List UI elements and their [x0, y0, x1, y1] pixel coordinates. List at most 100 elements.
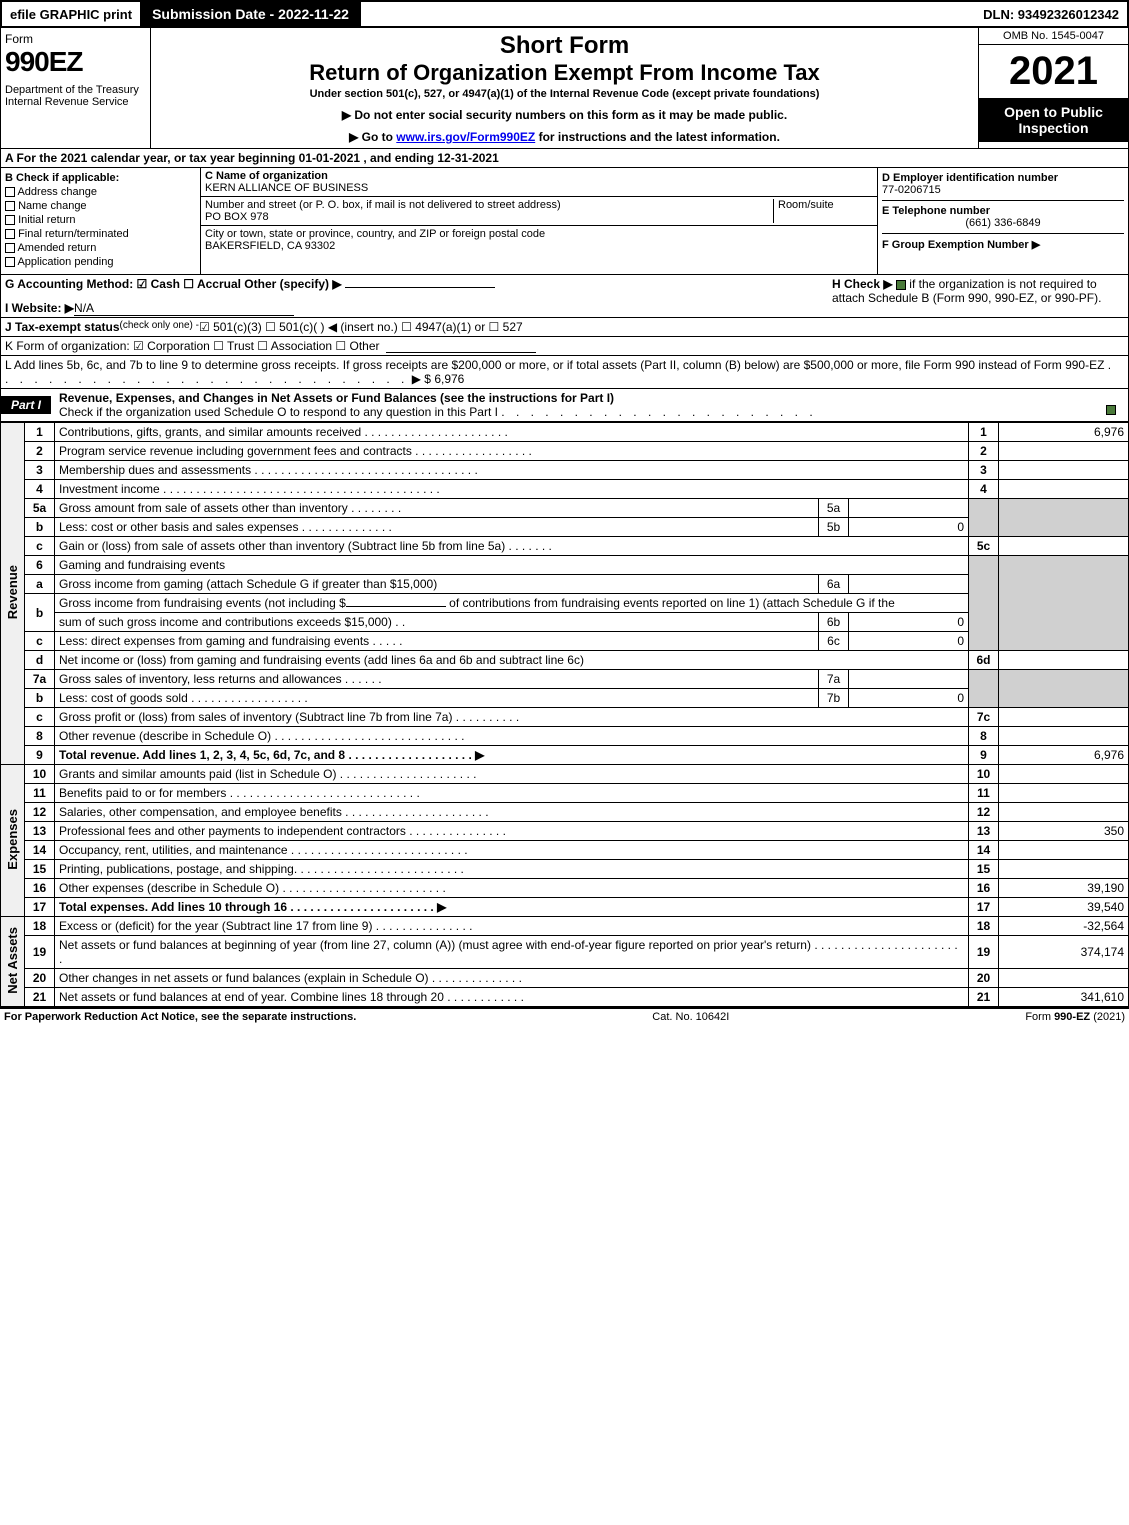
table-row: 2Program service revenue including gover… — [1, 442, 1129, 461]
cb-pending[interactable] — [5, 257, 15, 267]
table-row: cGain or (loss) from sale of assets othe… — [1, 537, 1129, 556]
table-row: aGross income from gaming (attach Schedu… — [1, 575, 1129, 594]
org-street: PO BOX 978 — [205, 211, 269, 223]
table-row: Net Assets 18Excess or (deficit) for the… — [1, 917, 1129, 936]
table-row: 17Total expenses. Add lines 10 through 1… — [1, 898, 1129, 917]
table-row: Revenue 1 Contributions, gifts, grants, … — [1, 423, 1129, 442]
open-public-badge: Open to Public Inspection — [979, 98, 1128, 142]
part1-header: Part I Revenue, Expenses, and Changes in… — [0, 389, 1129, 422]
top-bar: efile GRAPHIC print Submission Date - 20… — [0, 0, 1129, 28]
k-text: K Form of organization: ☑ Corporation ☐ … — [5, 339, 380, 353]
section-def: D Employer identification number 77-0206… — [878, 168, 1128, 274]
part1-subtitle: Check if the organization used Schedule … — [59, 405, 498, 419]
table-row: 14Occupancy, rent, utilities, and mainte… — [1, 841, 1129, 860]
l-arrow: ▶ $ — [412, 372, 431, 386]
cb-amended[interactable] — [5, 243, 15, 253]
j-opts: ☑ 501(c)(3) ☐ 501(c)( ) ◀ (insert no.) ☐… — [199, 320, 523, 334]
j-sub: (check only one) - — [120, 320, 199, 334]
b-label: B Check if applicable: — [5, 172, 119, 184]
c-city-label: City or town, state or province, country… — [205, 228, 545, 240]
table-row: 12Salaries, other compensation, and empl… — [1, 803, 1129, 822]
dln: DLN: 93492326012342 — [975, 5, 1127, 24]
entity-block: B Check if applicable: Address change Na… — [0, 168, 1129, 275]
form-number: 990EZ — [5, 46, 146, 78]
irs-link[interactable]: www.irs.gov/Form990EZ — [396, 130, 535, 144]
e-label: E Telephone number — [882, 205, 990, 217]
table-row: 19Net assets or fund balances at beginni… — [1, 936, 1129, 969]
cb-h[interactable] — [896, 280, 906, 290]
table-row: bGross income from fundraising events (n… — [1, 594, 1129, 613]
revenue-label: Revenue — [5, 565, 20, 619]
row-a: A For the 2021 calendar year, or tax yea… — [0, 149, 1129, 168]
main-title: Return of Organization Exempt From Incom… — [155, 60, 974, 86]
part1-title: Revenue, Expenses, and Changes in Net As… — [59, 391, 614, 405]
website: N/A — [74, 301, 294, 316]
l-prefix: L Add lines 5b, 6c, and 7b to line 9 to … — [5, 358, 1108, 372]
table-row: cLess: direct expenses from gaming and f… — [1, 632, 1129, 651]
subtitle: Under section 501(c), 527, or 4947(a)(1)… — [155, 88, 974, 100]
table-row: 9Total revenue. Add lines 1, 2, 3, 4, 5c… — [1, 746, 1129, 765]
form-label: Form — [5, 32, 146, 46]
section-b: B Check if applicable: Address change Na… — [1, 168, 201, 274]
h-label: H Check ▶ — [832, 277, 893, 291]
phone: (661) 336-6849 — [882, 217, 1124, 229]
header-mid: Short Form Return of Organization Exempt… — [151, 28, 978, 148]
row-k: K Form of organization: ☑ Corporation ☐ … — [0, 337, 1129, 356]
netassets-label: Net Assets — [5, 927, 20, 994]
dept-label: Department of the Treasury Internal Reve… — [5, 84, 146, 108]
table-row: Expenses 10Grants and similar amounts pa… — [1, 765, 1129, 784]
j-prefix: J Tax-exempt status — [5, 320, 120, 334]
note1: ▶ Do not enter social security numbers o… — [155, 108, 974, 122]
table-row: 8Other revenue (describe in Schedule O) … — [1, 727, 1129, 746]
table-row: 7aGross sales of inventory, less returns… — [1, 670, 1129, 689]
part1-label: Part I — [1, 396, 51, 414]
f-label: F Group Exemption Number ▶ — [882, 239, 1040, 251]
d-label: D Employer identification number — [882, 172, 1058, 184]
section-c: C Name of organization KERN ALLIANCE OF … — [201, 168, 878, 274]
row-j: J Tax-exempt status (check only one) - ☑… — [0, 318, 1129, 337]
cb-name[interactable] — [5, 201, 15, 211]
note2-prefix: ▶ Go to — [349, 130, 396, 144]
g-text: G Accounting Method: ☑ Cash ☐ Accrual Ot… — [5, 277, 342, 291]
main-table: Revenue 1 Contributions, gifts, grants, … — [0, 422, 1129, 1007]
c-street-label: Number and street (or P. O. box, if mail… — [205, 199, 561, 211]
table-row: 20Other changes in net assets or fund ba… — [1, 969, 1129, 988]
table-row: 11Benefits paid to or for members . . . … — [1, 784, 1129, 803]
expenses-label: Expenses — [5, 809, 20, 870]
ein: 77-0206715 — [882, 184, 941, 196]
submission-date: Submission Date - 2022-11-22 — [140, 2, 361, 26]
i-label: I Website: ▶ — [5, 301, 74, 315]
table-row: 6Gaming and fundraising events — [1, 556, 1129, 575]
row-gh: G Accounting Method: ☑ Cash ☐ Accrual Ot… — [0, 275, 1129, 318]
table-row: sum of such gross income and contributio… — [1, 613, 1129, 632]
short-form-title: Short Form — [155, 32, 974, 60]
cb-initial[interactable] — [5, 215, 15, 225]
note2: ▶ Go to www.irs.gov/Form990EZ for instru… — [155, 130, 974, 144]
table-row: dNet income or (loss) from gaming and fu… — [1, 651, 1129, 670]
cb-address[interactable] — [5, 187, 15, 197]
footer-left: For Paperwork Reduction Act Notice, see … — [4, 1011, 356, 1023]
footer-mid: Cat. No. 10642I — [652, 1011, 729, 1023]
cb-final[interactable] — [5, 229, 15, 239]
table-row: 4Investment income . . . . . . . . . . .… — [1, 480, 1129, 499]
table-row: 5aGross amount from sale of assets other… — [1, 499, 1129, 518]
table-row: bLess: cost of goods sold . . . . . . . … — [1, 689, 1129, 708]
omb-number: OMB No. 1545-0047 — [979, 28, 1128, 45]
table-row: 13Professional fees and other payments t… — [1, 822, 1129, 841]
header-right: OMB No. 1545-0047 2021 Open to Public In… — [978, 28, 1128, 148]
org-city: BAKERSFIELD, CA 93302 — [205, 240, 335, 252]
h-block: H Check ▶ if the organization is not req… — [824, 277, 1124, 315]
cb-part1-scho[interactable] — [1106, 405, 1116, 415]
table-row: bLess: cost or other basis and sales exp… — [1, 518, 1129, 537]
tax-year: 2021 — [979, 45, 1128, 98]
form-header: Form 990EZ Department of the Treasury In… — [0, 28, 1129, 149]
table-row: 16Other expenses (describe in Schedule O… — [1, 879, 1129, 898]
table-row: 21Net assets or fund balances at end of … — [1, 988, 1129, 1007]
efile-label: efile GRAPHIC print — [2, 5, 140, 24]
footer-right: Form 990-EZ (2021) — [1025, 1011, 1125, 1023]
note2-suffix: for instructions and the latest informat… — [535, 130, 780, 144]
row-l: L Add lines 5b, 6c, and 7b to line 9 to … — [0, 356, 1129, 389]
table-row: 15Printing, publications, postage, and s… — [1, 860, 1129, 879]
c-name-label: C Name of organization — [205, 170, 328, 182]
table-row: cGross profit or (loss) from sales of in… — [1, 708, 1129, 727]
